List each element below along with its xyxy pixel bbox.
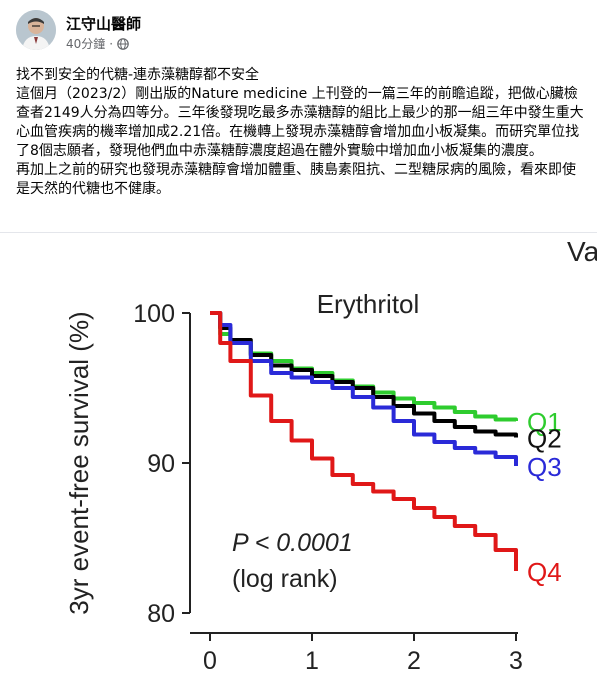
- post-paragraph-title: 找不到安全的代糖-連赤藻糖醇都不安全: [16, 67, 260, 83]
- y-tick-label: 100: [133, 300, 175, 328]
- post-image[interactable]: Vali Erythritol 3yr event-free survival …: [0, 232, 597, 689]
- globe-icon: [117, 37, 129, 50]
- x-ticks: 0 1 2 3: [203, 633, 523, 675]
- x-tick-label: 3: [509, 647, 523, 675]
- x-tick-label: 2: [407, 647, 421, 675]
- series-label-q2: Q2: [527, 424, 562, 454]
- post-paragraph-conclusion: 再加上之前的研究也發現赤藻糖醇會增加體重、胰島素阻抗、二型糖尿病的風險，看來即使…: [16, 162, 576, 197]
- post-text: 找不到安全的代糖-連赤藻糖醇都不安全 這個月（2023/2）剛出版的Nature…: [16, 66, 584, 199]
- chart-title: Erythritol: [317, 289, 420, 319]
- corner-label: Vali: [567, 236, 597, 267]
- avatar-photo-icon: [16, 10, 56, 50]
- series-lines: [210, 311, 518, 571]
- series-line-q1: [210, 311, 518, 422]
- x-tick-label: 0: [203, 647, 217, 675]
- separator-dot: ·: [109, 36, 114, 51]
- x-tick-label: 1: [305, 647, 319, 675]
- series-label-q1: Q1: [527, 407, 562, 437]
- y-tick-label: 90: [147, 450, 175, 478]
- series-line-q4: [210, 311, 518, 571]
- series-line-q2: [210, 311, 518, 438]
- y-tick-label: 80: [147, 600, 175, 628]
- series-line-q3: [210, 311, 518, 466]
- post-time[interactable]: 40分鐘: [66, 37, 106, 51]
- survival-chart: Vali Erythritol 3yr event-free survival …: [64, 236, 597, 675]
- y-ticks: 100 90 80: [133, 300, 190, 628]
- author-name[interactable]: 江守山醫師: [66, 15, 142, 33]
- y-axis-label: 3yr event-free survival (%): [64, 311, 94, 614]
- p-value-annotation: P < 0.0001: [232, 529, 353, 557]
- post-header: 江守山醫師 40分鐘 ·: [16, 10, 581, 54]
- series-label-q3: Q3: [527, 452, 562, 482]
- post-meta: 40分鐘 ·: [66, 35, 129, 52]
- test-annotation: (log rank): [232, 565, 338, 593]
- avatar[interactable]: [16, 10, 56, 50]
- series-label-q4: Q4: [527, 557, 562, 587]
- post-paragraph-body: 這個月（2023/2）剛出版的Nature medicine 上刊登的一篇三年的…: [16, 86, 584, 159]
